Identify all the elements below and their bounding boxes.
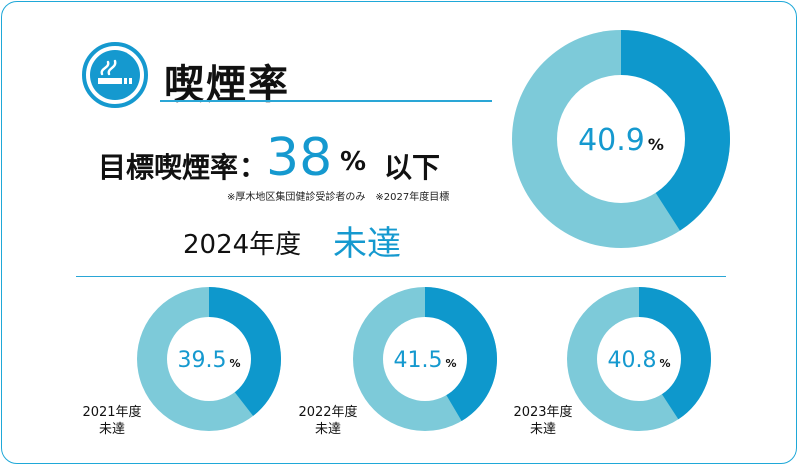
donut-value-label: 39.5% [177, 348, 240, 373]
target-suffix: 以下 [384, 151, 441, 184]
donut-hole [557, 75, 685, 203]
donut-value-label: 40.9% [578, 123, 664, 158]
donut-2024: 40.9% [512, 30, 730, 248]
smoking-cigarette-icon [82, 42, 148, 108]
target-colon: ： [239, 150, 268, 183]
donut-hole [167, 317, 251, 401]
caption-2021: 2021年度 未達 [76, 404, 148, 438]
donut-2022: 41.5% [353, 287, 497, 431]
donut-svg: 41.5% [353, 287, 497, 431]
donut-2021: 39.5% [137, 287, 281, 431]
target-unit: % [340, 147, 367, 177]
donut-svg: 40.8% [567, 287, 711, 431]
caption-status: 未達 [98, 422, 125, 437]
donut-svg: 39.5% [137, 287, 281, 431]
donut-hole [597, 317, 681, 401]
caption-year: 2021年度 [82, 405, 142, 420]
donut-hole [383, 317, 467, 401]
caption-2022: 2022年度 未達 [292, 404, 364, 438]
donut-value-label: 41.5% [393, 348, 456, 373]
caption-status: 未達 [314, 422, 341, 437]
target-value: 38 [266, 128, 333, 188]
current-year-status: 未達 [333, 224, 401, 264]
caption-year: 2023年度 [513, 405, 573, 420]
caption-2023: 2023年度 未達 [507, 404, 579, 438]
donut-2023: 40.8% [567, 287, 711, 431]
target-note: ※厚木地区集団健診受診者のみ ※2027年度目標 [227, 192, 450, 203]
donut-value-label: 40.8% [607, 348, 670, 373]
caption-status: 未達 [529, 422, 556, 437]
donut-svg: 40.9% [512, 30, 730, 248]
section-divider [76, 276, 726, 277]
caption-year: 2022年度 [298, 405, 358, 420]
target-label: 目標喫煙率 [98, 151, 239, 184]
title-underline [160, 100, 492, 102]
current-year-label: 2024年度 [183, 230, 302, 260]
